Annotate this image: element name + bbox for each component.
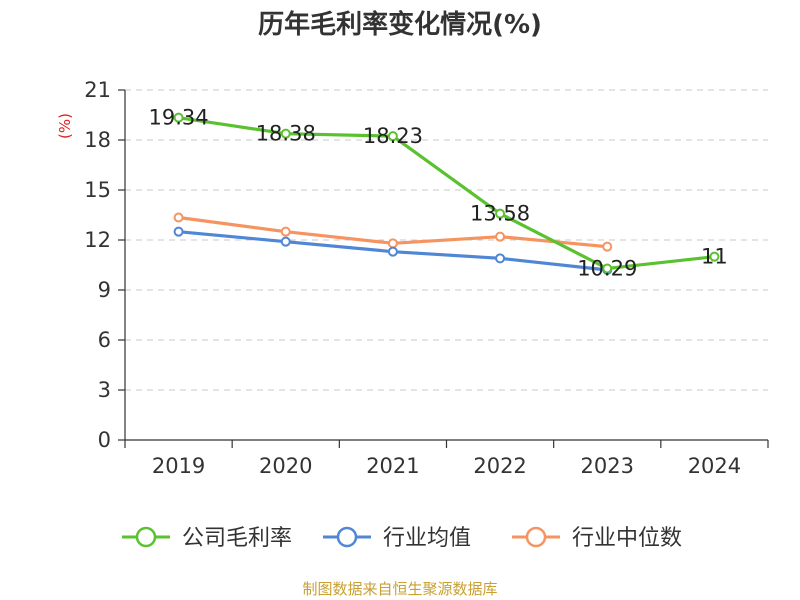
data-label: 11 <box>701 245 728 269</box>
data-labels: 19.34 18.38 18.23 13.58 10.29 11 <box>149 106 728 281</box>
x-tick-label: 2020 <box>259 454 312 478</box>
y-tick-label: 3 <box>98 378 111 402</box>
legend-marker <box>525 526 547 548</box>
y-tick-label: 0 <box>98 428 111 452</box>
legend-item[interactable]: 行业中位数 <box>512 526 682 551</box>
data-point[interactable] <box>387 131 398 142</box>
data-label: 13.58 <box>470 202 530 226</box>
legend-marker <box>135 526 157 548</box>
data-label: 10.29 <box>577 257 637 281</box>
data-point[interactable] <box>495 253 506 264</box>
axes: 0 3 6 9 12 15 18 21 2019 2020 2021 2022 2023 2024 (%) <box>56 78 769 478</box>
data-point[interactable] <box>280 226 291 237</box>
x-tick-label: 2019 <box>152 454 205 478</box>
y-tick-label: 18 <box>84 128 111 152</box>
data-point[interactable] <box>495 208 506 219</box>
y-tick-label: 6 <box>98 328 111 352</box>
legend-marker <box>336 526 358 548</box>
legend-label: 行业均值 <box>383 526 471 551</box>
x-tick-label: 2023 <box>581 454 634 478</box>
legend-item[interactable]: 行业均值 <box>323 526 471 551</box>
data-point[interactable] <box>387 246 398 257</box>
legend-label: 行业中位数 <box>572 526 682 551</box>
data-label: 18.38 <box>256 122 316 146</box>
data-point[interactable] <box>173 212 184 223</box>
y-axis-unit: (%) <box>56 113 74 139</box>
data-point[interactable] <box>709 251 720 262</box>
source-note: 制图数据来自恒生聚源数据库 <box>302 580 498 598</box>
y-tick-label: 21 <box>84 78 111 102</box>
x-tick-label: 2022 <box>473 454 526 478</box>
legend-item[interactable]: 公司毛利率 <box>122 526 292 551</box>
data-point[interactable] <box>602 263 613 274</box>
data-point[interactable] <box>280 128 291 139</box>
data-point[interactable] <box>173 226 184 237</box>
y-tick-label: 12 <box>84 228 111 252</box>
data-label: 18.23 <box>363 124 423 148</box>
data-point[interactable] <box>387 238 398 249</box>
legend[interactable]: 公司毛利率 行业均值 行业中位数 <box>122 526 682 551</box>
data-label: 19.34 <box>149 106 209 130</box>
y-tick-label: 9 <box>98 278 111 302</box>
legend-label: 公司毛利率 <box>182 526 292 551</box>
data-point[interactable] <box>280 236 291 247</box>
x-tick-label: 2021 <box>366 454 419 478</box>
data-point[interactable] <box>495 231 506 242</box>
x-tick-label: 2024 <box>688 454 741 478</box>
series-line <box>178 116 715 271</box>
data-point[interactable] <box>173 112 184 123</box>
chart-title: 历年毛利率变化情况(%) <box>258 10 542 40</box>
series-lines <box>173 112 720 275</box>
y-tick-label: 15 <box>84 178 111 202</box>
data-point[interactable] <box>602 241 613 252</box>
